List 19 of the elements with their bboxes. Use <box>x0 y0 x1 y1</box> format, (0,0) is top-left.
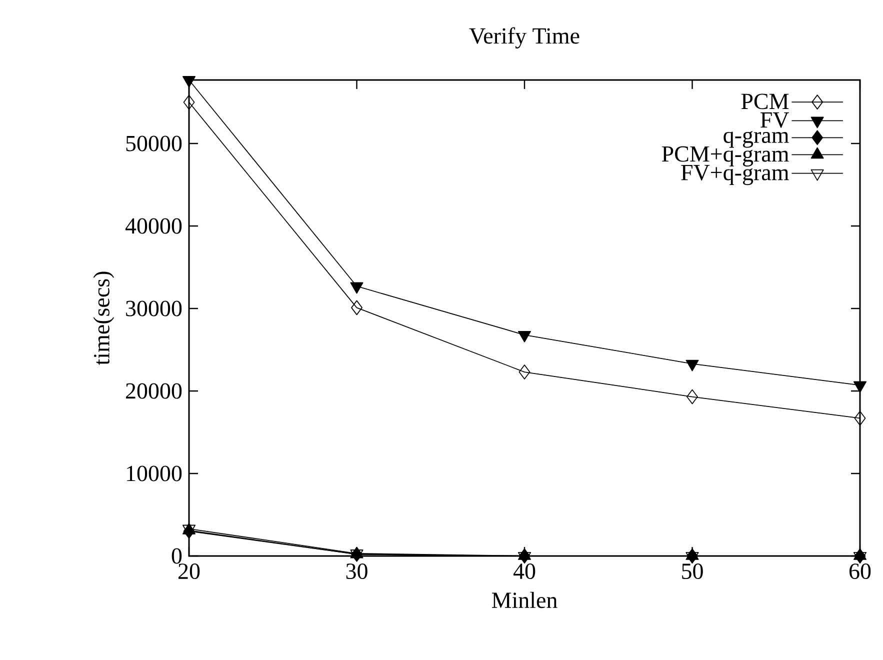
y-tick-label: 0 <box>172 548 182 564</box>
x-tick-label: 30 <box>346 564 368 580</box>
chart-title: Verify Time <box>469 27 580 48</box>
y-axis-title: time(secs) <box>93 272 114 366</box>
y-tick-label: 10000 <box>126 466 182 482</box>
x-tick-label: 40 <box>513 564 536 580</box>
x-tick-label: 60 <box>849 564 871 580</box>
y-tick-label: 30000 <box>126 300 182 316</box>
x-axis-title: Minlen <box>492 592 558 608</box>
y-tick-label: 20000 <box>126 383 182 399</box>
legend-label: q-gram <box>724 130 789 148</box>
x-tick-label: 20 <box>178 564 200 580</box>
legend-label: FV <box>760 112 790 128</box>
y-tick-label: 50000 <box>126 136 182 152</box>
x-tick-label: 50 <box>682 564 703 580</box>
legend-label: PCM <box>741 94 789 110</box>
legend-label: PCM+q-gram <box>662 146 789 167</box>
legend-label: FV+q-gram <box>681 165 789 186</box>
y-tick-label: 40000 <box>125 218 182 234</box>
